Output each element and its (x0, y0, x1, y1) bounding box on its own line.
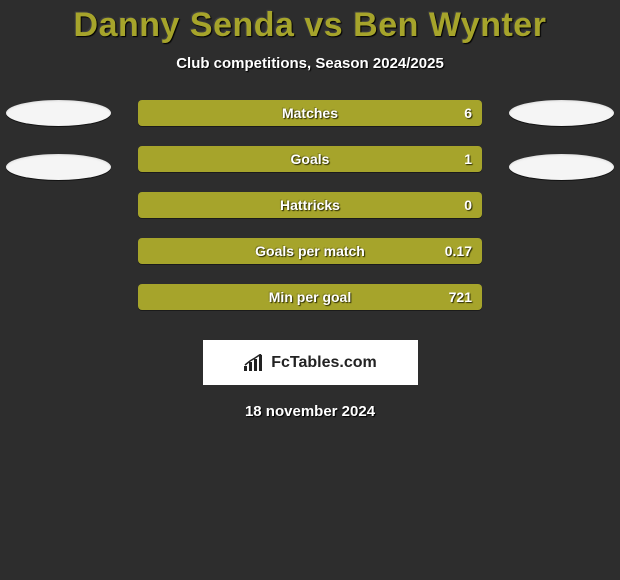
stat-rows: Matches 6 Goals 1 Hattricks 0 Goals per … (138, 100, 482, 310)
stat-row: Goals 1 (138, 146, 482, 172)
subtitle: Club competitions, Season 2024/2025 (0, 55, 620, 72)
date-label: 18 november 2024 (0, 403, 620, 420)
chart-icon (243, 354, 265, 372)
stat-right-value: 1 (464, 151, 472, 167)
avatar (509, 100, 614, 126)
stat-row: Hattricks 0 (138, 192, 482, 218)
stat-label: Goals (291, 151, 330, 167)
player-left-avatars (6, 100, 116, 180)
stat-label: Hattricks (280, 197, 340, 213)
comparison-area: Matches 6 Goals 1 Hattricks 0 Goals per … (0, 100, 620, 310)
stat-right-value: 6 (464, 105, 472, 121)
stat-right-value: 721 (449, 289, 472, 305)
stat-label: Min per goal (269, 289, 351, 305)
avatar (509, 154, 614, 180)
stat-label: Matches (282, 105, 338, 121)
stat-right-value: 0.17 (445, 243, 472, 259)
brand-box: FcTables.com (203, 340, 418, 385)
stat-label: Goals per match (255, 243, 365, 259)
avatar (6, 154, 111, 180)
brand-text: FcTables.com (271, 354, 377, 372)
stat-row: Min per goal 721 (138, 284, 482, 310)
stat-right-value: 0 (464, 197, 472, 213)
player-right-avatars (504, 100, 614, 180)
page-title: Danny Senda vs Ben Wynter (0, 6, 620, 45)
avatar (6, 100, 111, 126)
stat-row: Matches 6 (138, 100, 482, 126)
stat-row: Goals per match 0.17 (138, 238, 482, 264)
